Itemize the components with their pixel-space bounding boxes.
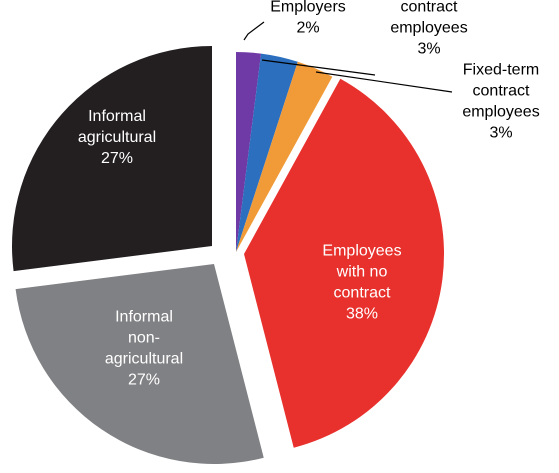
pie-slice xyxy=(236,61,333,252)
slice-label: Informal agricultural 27% xyxy=(78,108,156,167)
slice-label: Informal non-agricultural 27% xyxy=(105,309,183,389)
leader-line xyxy=(243,21,265,41)
pie-slice xyxy=(15,264,264,465)
pie-slice xyxy=(236,53,298,252)
slice-label-outer: Fixed-term contract employees 3% xyxy=(462,62,539,142)
leader-line xyxy=(315,71,453,93)
pie-slice xyxy=(236,52,262,252)
slice-label-outer: Employers 2% xyxy=(270,0,346,37)
slice-label: Employees with no contract 38% xyxy=(322,243,401,323)
pie-slice xyxy=(244,78,445,448)
pie-slice xyxy=(12,46,212,272)
slice-label-outer: Permanentcontractemployees3% xyxy=(390,0,469,58)
leader-line xyxy=(261,59,376,76)
